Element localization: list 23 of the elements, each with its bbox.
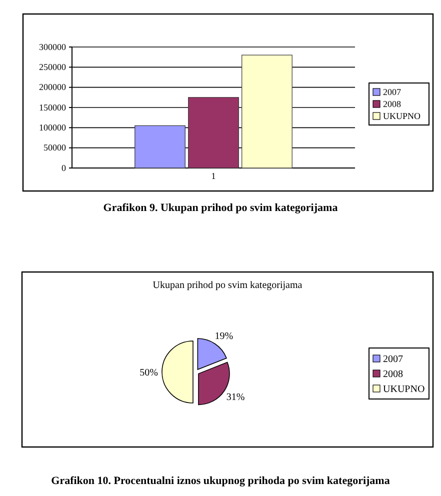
y-tick-label: 150000 xyxy=(39,102,66,112)
chart-title: Ukupan prihod po svim kategorijama xyxy=(152,280,303,291)
y-tick-label: 50000 xyxy=(44,142,66,153)
y-tick-label: 100000 xyxy=(39,122,66,133)
legend-label: UKUPNO xyxy=(383,384,425,395)
y-tick-label: 200000 xyxy=(39,82,66,92)
legend-label: 2008 xyxy=(383,99,402,110)
y-tick-label: 0 xyxy=(62,162,66,173)
legend-label: 2007 xyxy=(383,354,403,365)
data-label: 50% xyxy=(140,368,158,378)
text: Grafikon 9. Ukupan prihod po svim kategorijama xyxy=(103,202,338,214)
bar xyxy=(242,54,292,168)
x-tick-label: 1 xyxy=(211,171,216,182)
y-tick-label: 300000 xyxy=(39,42,66,52)
data-label: 19% xyxy=(214,331,234,342)
legend-label: 2007 xyxy=(383,87,402,98)
legend-label: UKUPNO xyxy=(383,111,422,122)
legend-label: 2008 xyxy=(383,369,403,380)
bar xyxy=(134,125,186,168)
text: Grafikon 10. Procentualni iznos ukupnog prihoda po svim kategorijama xyxy=(51,475,390,487)
bar xyxy=(188,97,239,168)
data-label: 31% xyxy=(226,392,245,404)
y-tick-label: 250000 xyxy=(39,62,66,72)
